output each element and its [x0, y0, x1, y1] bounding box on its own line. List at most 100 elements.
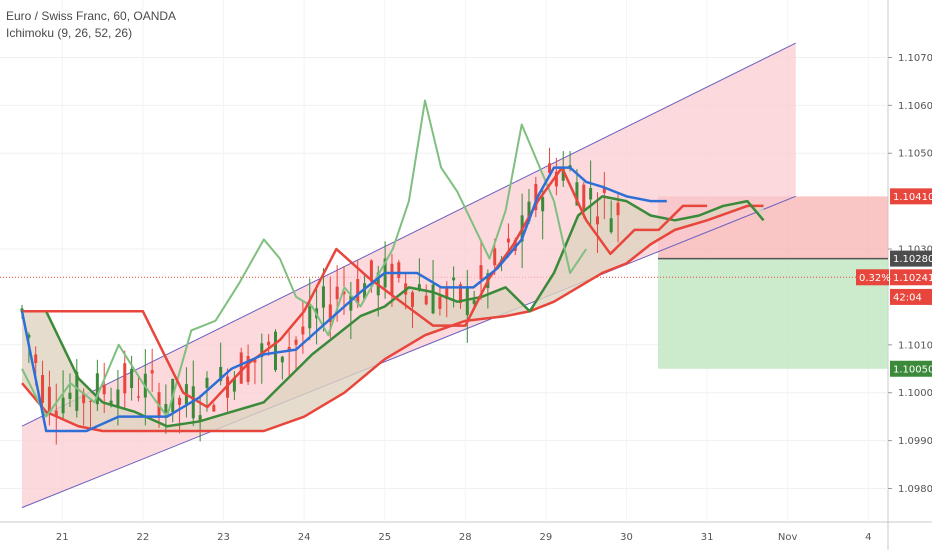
- candle-body: [61, 397, 65, 414]
- series-tenkan: [20, 166, 667, 433]
- x-tick-label: 30: [620, 532, 633, 543]
- candle-body: [130, 368, 134, 388]
- price-tag-box: [890, 250, 932, 267]
- candle-body: [575, 182, 579, 206]
- candle-body: [472, 300, 476, 304]
- symbol-title[interactable]: Euro / Swiss Franc, 60, OANDA: [6, 9, 177, 23]
- parallel-channel[interactable]: [21, 42, 796, 509]
- candle-body: [102, 384, 106, 395]
- price-tag-label: 1.10050: [893, 364, 932, 375]
- price-tag: 1.10050: [890, 360, 932, 377]
- candle-body: [328, 304, 332, 322]
- y-tick-label: 1.10100: [898, 340, 932, 351]
- price-tag-label: 1.10241: [893, 273, 932, 284]
- candle-body: [68, 392, 72, 399]
- candle-body: [164, 404, 168, 413]
- candle-body: [602, 188, 606, 193]
- candle-body: [294, 339, 298, 345]
- candle-body: [465, 286, 469, 316]
- candle-body: [397, 262, 401, 278]
- candle-body: [534, 184, 538, 211]
- x-tick-label: Nov: [778, 532, 798, 543]
- candle-body: [609, 218, 613, 233]
- candle-body: [136, 396, 140, 398]
- candle-body: [452, 277, 456, 281]
- price-tag-box: [890, 269, 932, 286]
- candle-body: [479, 265, 483, 280]
- y-tick-label: 1.10300: [898, 245, 932, 256]
- candle-body: [438, 296, 442, 309]
- y-tick-label: 1.09900: [898, 436, 932, 447]
- candle-body: [431, 284, 435, 314]
- candle-body: [54, 410, 58, 417]
- candle-body: [458, 284, 462, 304]
- price-tag-box: [890, 360, 932, 377]
- candle-body: [95, 373, 99, 405]
- candle-body: [205, 377, 209, 388]
- chart-legend[interactable]: Euro / Swiss Franc, 60, OANDA Ichimoku (…: [6, 8, 176, 42]
- candle-body: [363, 283, 367, 299]
- candle-body: [493, 248, 497, 266]
- candle-body: [27, 334, 31, 338]
- price-tag: 1.10410: [890, 188, 932, 205]
- x-axis[interactable]: 21 22 23 24 25 28 29 30 31 Nov 4: [56, 532, 872, 543]
- channel-lower-line[interactable]: [21, 195, 796, 509]
- price-tag-box: [890, 288, 932, 305]
- series-span-b: [21, 204, 764, 433]
- x-tick-label: 25: [378, 532, 391, 543]
- candle-body: [417, 284, 421, 289]
- indicator-title[interactable]: Ichimoku (9, 26, 52, 26): [6, 26, 133, 40]
- take-profit-zone[interactable]: [658, 258, 888, 369]
- candle-body: [41, 374, 45, 403]
- candle-body: [150, 370, 154, 374]
- candle-body: [232, 377, 236, 392]
- candle-body: [369, 260, 373, 282]
- candle-body: [260, 343, 264, 358]
- y-axis[interactable]: 1.10700 1.10600 1.10500 1.10300 1.10100 1.100…: [888, 53, 932, 495]
- percent-tag-label: 0.32%: [859, 273, 891, 284]
- price-tag-label: 1.10410: [893, 192, 932, 203]
- y-tick-label: 1.10600: [898, 101, 932, 112]
- candle-body: [75, 371, 79, 411]
- candle-body: [82, 392, 86, 404]
- candle-body: [541, 196, 545, 212]
- price-tag: 42:04: [890, 288, 932, 305]
- candle-body: [280, 356, 284, 363]
- candle-body: [349, 295, 353, 311]
- y-tick-label: 1.09800: [898, 484, 932, 495]
- candle-body: [246, 356, 250, 382]
- channel-upper-line[interactable]: [21, 42, 796, 427]
- candle-body: [616, 202, 620, 216]
- series-chikou: [21, 99, 588, 418]
- candle-body: [267, 341, 271, 346]
- ichimoku-cloud: [22, 196, 764, 432]
- candle-body: [335, 286, 339, 300]
- candle-body: [561, 167, 565, 181]
- price-tag-label: 42:04: [893, 292, 922, 303]
- candle-body: [445, 287, 449, 300]
- candle-body: [239, 352, 243, 384]
- candle-body: [34, 354, 38, 364]
- channel-fill: [22, 43, 796, 508]
- candle-body: [287, 347, 291, 351]
- cloud-fill: [22, 196, 764, 432]
- price-tag: 1.10280: [890, 250, 932, 267]
- candle-body: [554, 171, 558, 187]
- candle-body: [582, 184, 586, 210]
- candle-body: [411, 292, 415, 307]
- candle-body: [273, 331, 277, 371]
- candle-body: [219, 366, 223, 381]
- series-kijun: [22, 166, 708, 409]
- ichimoku-lines: [20, 99, 765, 433]
- series-span-a: [22, 195, 765, 428]
- price-tag-label: 1.10280: [893, 254, 932, 265]
- candle-body: [123, 363, 127, 394]
- x-tick-label: 22: [137, 532, 150, 543]
- candle-body: [109, 400, 113, 405]
- candle-body: [178, 397, 182, 405]
- candle-body: [253, 359, 257, 363]
- candle-body: [212, 405, 216, 412]
- x-tick-label: 28: [459, 532, 472, 543]
